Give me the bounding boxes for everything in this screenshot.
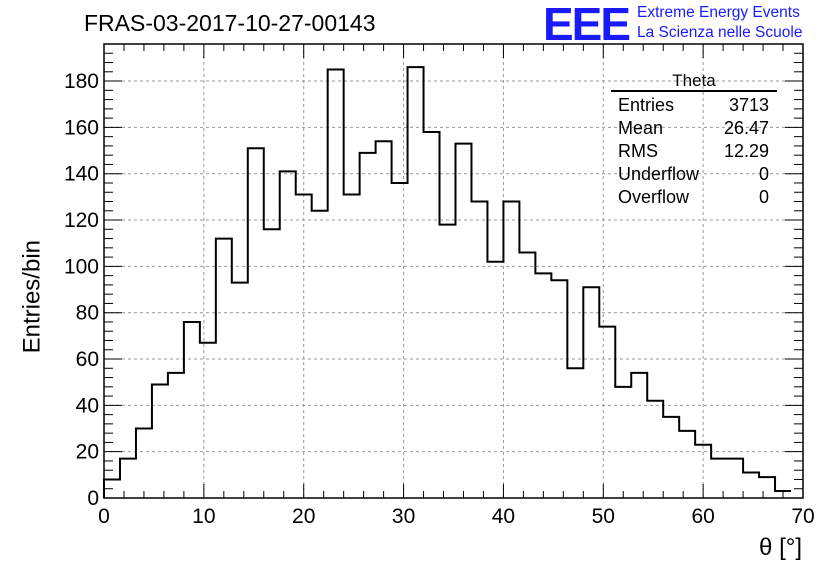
stats-row-mean: Mean 26.47 (611, 117, 777, 140)
y-axis-label-wrap: Entries/bin (6, 40, 46, 353)
axis-ticks (103, 43, 804, 499)
stats-row-overflow: Overflow 0 (611, 186, 777, 209)
x-tick-label: 20 (292, 505, 315, 528)
stats-row-rms: RMS 12.29 (611, 140, 777, 163)
stats-label: Underflow (618, 164, 700, 184)
eee-logo: EEE (543, 0, 631, 50)
stats-row-entries: Entries 3713 (611, 94, 777, 117)
y-tick-label: 120 (64, 209, 99, 232)
stats-title: Theta (611, 72, 777, 92)
x-tick-label: 70 (791, 505, 814, 528)
stats-value: 0 (758, 187, 769, 207)
stats-label: Mean (618, 118, 664, 138)
y-tick-label: 160 (64, 116, 99, 139)
logo-line-1: Extreme Energy Events (637, 4, 800, 21)
axis-tick-labels: 0 10 20 30 40 50 60 70 0 20 40 60 80 100 120 140 160 180 (64, 70, 815, 528)
y-tick-label: 0 (87, 487, 99, 510)
stats-row-underflow: Underflow 0 (611, 163, 777, 186)
stats-value: 12.29 (723, 141, 769, 161)
stats-value: 3713 (728, 95, 769, 115)
y-tick-label: 140 (64, 163, 99, 186)
stats-label: RMS (618, 141, 658, 161)
stats-value: 0 (758, 164, 769, 184)
x-tick-label: 30 (392, 505, 415, 528)
plot-frame (103, 43, 804, 499)
y-tick-label: 100 (64, 255, 99, 278)
stats-box: Theta Entries 3713 Mean 26.47 RMS 12.29 … (611, 72, 777, 209)
x-tick-label: 10 (192, 505, 215, 528)
y-tick-label: 40 (76, 394, 99, 417)
stats-value: 26.47 (723, 118, 769, 138)
y-tick-label: 180 (64, 70, 99, 93)
x-tick-label: 60 (691, 505, 714, 528)
histogram-step-line (103, 66, 792, 498)
x-tick-label: 0 (98, 505, 110, 528)
y-axis-label: Entries/bin (18, 240, 45, 354)
x-tick-label: 40 (492, 505, 515, 528)
stats-label: Overflow (618, 187, 690, 207)
y-tick-label: 80 (76, 302, 99, 325)
x-tick-label: 50 (592, 505, 615, 528)
logo-line-2: La Scienza nelle Scuole (637, 24, 803, 41)
stats-label: Entries (618, 95, 675, 115)
chart-title: FRAS-03-2017-10-27-00143 (84, 10, 376, 36)
grid-lines (104, 44, 803, 498)
x-axis-label: θ [°] (759, 534, 802, 561)
y-tick-label: 20 (76, 441, 99, 464)
y-tick-label: 60 (76, 348, 99, 371)
eee-logo-caption: Extreme Energy Events La Scienza nelle S… (637, 3, 802, 43)
